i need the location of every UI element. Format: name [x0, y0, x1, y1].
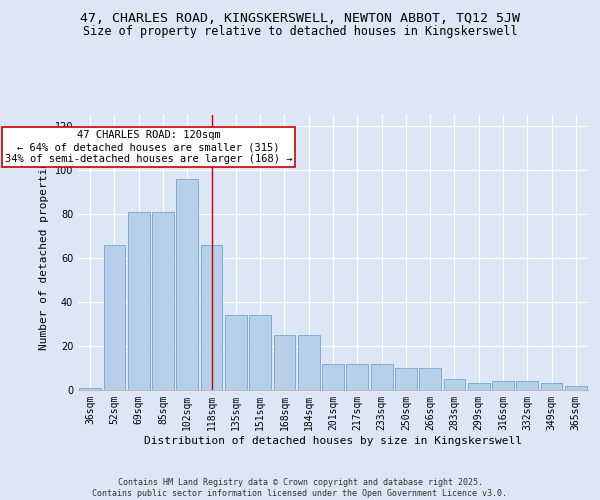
Text: 47, CHARLES ROAD, KINGSKERSWELL, NEWTON ABBOT, TQ12 5JW: 47, CHARLES ROAD, KINGSKERSWELL, NEWTON … — [80, 12, 520, 26]
Bar — [176, 179, 198, 390]
Bar — [371, 364, 392, 390]
Bar — [565, 386, 587, 390]
Bar — [517, 381, 538, 390]
Bar — [249, 315, 271, 390]
Text: 47 CHARLES ROAD: 120sqm
← 64% of detached houses are smaller (315)
34% of semi-d: 47 CHARLES ROAD: 120sqm ← 64% of detache… — [5, 130, 292, 164]
Text: Contains HM Land Registry data © Crown copyright and database right 2025.
Contai: Contains HM Land Registry data © Crown c… — [92, 478, 508, 498]
Bar — [346, 364, 368, 390]
Bar — [274, 335, 295, 390]
Bar — [419, 368, 441, 390]
Bar — [492, 381, 514, 390]
Bar — [200, 245, 223, 390]
Bar — [298, 335, 320, 390]
Bar — [152, 212, 174, 390]
Bar — [541, 384, 562, 390]
Bar — [79, 388, 101, 390]
Bar — [468, 384, 490, 390]
Bar — [395, 368, 417, 390]
X-axis label: Distribution of detached houses by size in Kingskerswell: Distribution of detached houses by size … — [144, 436, 522, 446]
Bar — [104, 245, 125, 390]
Text: Size of property relative to detached houses in Kingskerswell: Size of property relative to detached ho… — [83, 25, 517, 38]
Bar — [128, 212, 149, 390]
Bar — [322, 364, 344, 390]
Bar — [443, 379, 466, 390]
Bar — [225, 315, 247, 390]
Y-axis label: Number of detached properties: Number of detached properties — [39, 154, 49, 350]
